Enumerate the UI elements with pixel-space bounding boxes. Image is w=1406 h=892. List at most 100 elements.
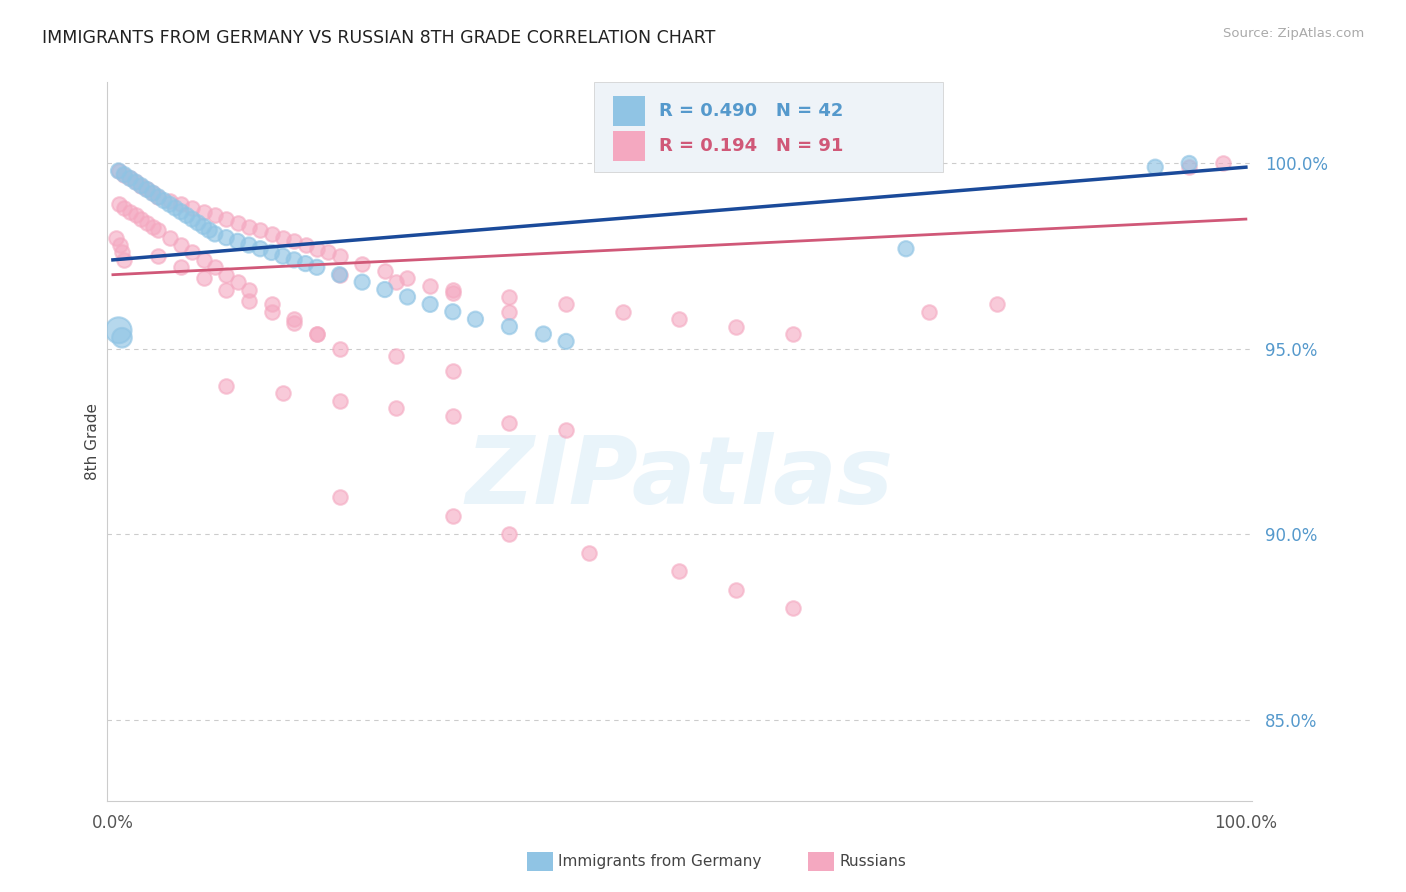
Point [135, 182, 157, 196]
Text: IMMIGRANTS FROM GERMANY VS RUSSIAN 8TH GRADE CORRELATION CHART: IMMIGRANTS FROM GERMANY VS RUSSIAN 8TH G… [42, 29, 716, 47]
Point [142, 219, 165, 234]
Point [181, 245, 204, 260]
Point [142, 186, 165, 201]
Point [328, 342, 350, 356]
Point [112, 252, 135, 267]
Point [894, 242, 917, 256]
Point [181, 201, 204, 215]
Point [111, 331, 134, 345]
Point [1144, 160, 1167, 174]
Point [305, 326, 328, 341]
Text: Source: ZipAtlas.com: Source: ZipAtlas.com [1223, 27, 1364, 40]
Point [986, 297, 1008, 311]
Point [249, 242, 271, 256]
Point [148, 190, 170, 204]
Point [215, 379, 238, 393]
Point [159, 230, 181, 244]
Point [1178, 156, 1201, 170]
Point [668, 564, 690, 578]
Point [159, 197, 181, 211]
Point [419, 278, 441, 293]
Point [215, 230, 238, 244]
Point [170, 204, 193, 219]
Point [129, 212, 152, 227]
Point [148, 223, 170, 237]
Point [176, 208, 198, 222]
Point [260, 227, 283, 241]
Point [107, 197, 129, 211]
Point [283, 235, 305, 249]
Point [170, 260, 193, 275]
Point [118, 204, 141, 219]
Point [917, 305, 939, 319]
Point [238, 283, 260, 297]
Point [328, 268, 350, 282]
Point [226, 216, 249, 230]
Point [283, 316, 305, 330]
Point [498, 319, 520, 334]
Text: Russians: Russians [839, 855, 907, 869]
Point [724, 582, 747, 597]
Point [464, 312, 486, 326]
Point [385, 349, 408, 363]
Text: ZIPatlas: ZIPatlas [465, 432, 893, 524]
Point [782, 326, 804, 341]
Bar [613, 131, 645, 161]
Point [215, 283, 238, 297]
FancyBboxPatch shape [593, 82, 942, 172]
Point [108, 238, 131, 252]
Point [129, 178, 152, 193]
Point [238, 238, 260, 252]
Point [441, 508, 464, 523]
Point [260, 245, 283, 260]
Point [316, 245, 339, 260]
Point [165, 201, 187, 215]
Point [107, 323, 129, 337]
Point [107, 164, 129, 178]
Point [124, 208, 146, 222]
Point [396, 290, 419, 304]
Point [441, 364, 464, 378]
Point [555, 297, 578, 311]
Point [305, 242, 328, 256]
Point [170, 197, 193, 211]
Point [374, 283, 396, 297]
Point [724, 319, 747, 334]
Point [215, 268, 238, 282]
Point [578, 546, 600, 560]
Text: Immigrants from Germany: Immigrants from Germany [558, 855, 762, 869]
Point [215, 212, 238, 227]
Point [328, 268, 350, 282]
Point [159, 194, 181, 208]
Point [271, 230, 294, 244]
Point [352, 256, 374, 270]
Point [181, 212, 204, 227]
Point [204, 208, 226, 222]
Point [238, 293, 260, 308]
Point [441, 409, 464, 423]
Point [118, 171, 141, 186]
Point [396, 271, 419, 285]
Point [533, 326, 555, 341]
Point [204, 227, 226, 241]
Point [111, 245, 134, 260]
Point [555, 334, 578, 349]
Point [238, 219, 260, 234]
Point [105, 230, 128, 244]
Point [170, 238, 193, 252]
Point [283, 312, 305, 326]
Point [271, 386, 294, 401]
Point [187, 216, 209, 230]
Point [328, 490, 350, 504]
Point [498, 416, 520, 430]
Point [193, 252, 215, 267]
Point [328, 393, 350, 408]
Point [193, 219, 215, 234]
Point [193, 204, 215, 219]
Point [142, 186, 165, 201]
Point [441, 305, 464, 319]
Point [385, 401, 408, 416]
Point [249, 223, 271, 237]
Point [148, 190, 170, 204]
Point [135, 182, 157, 196]
